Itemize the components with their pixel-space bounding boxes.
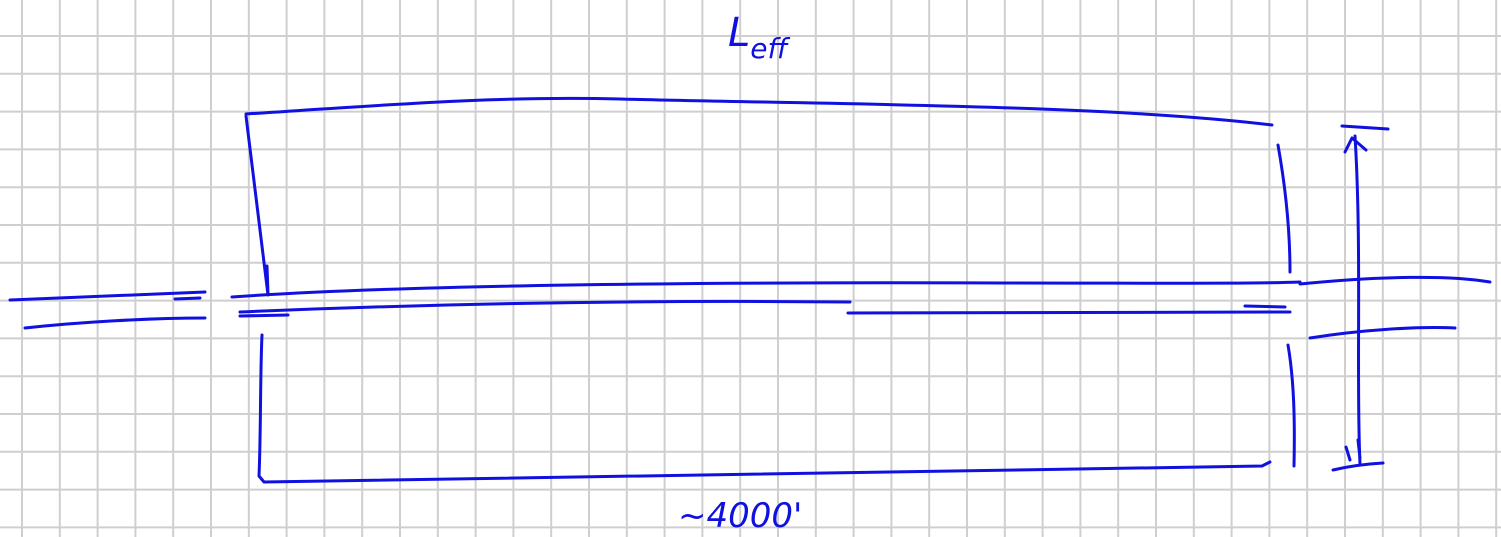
top-label: Leff: [728, 10, 791, 65]
strokes: [10, 98, 1490, 482]
pipe-upper-line: [10, 277, 1490, 300]
upper-box: [246, 98, 1290, 295]
top-label-subscript: eff: [750, 32, 790, 65]
sketch: Leff ~4000': [0, 0, 1501, 537]
dimension-arrow: [1333, 126, 1388, 470]
top-label-main: L: [728, 10, 750, 56]
bottom-label: ~4000': [678, 496, 802, 536]
grid-paper: [0, 0, 1501, 537]
lower-box: [259, 335, 1294, 482]
pipe-lower-line: [25, 301, 1290, 328]
